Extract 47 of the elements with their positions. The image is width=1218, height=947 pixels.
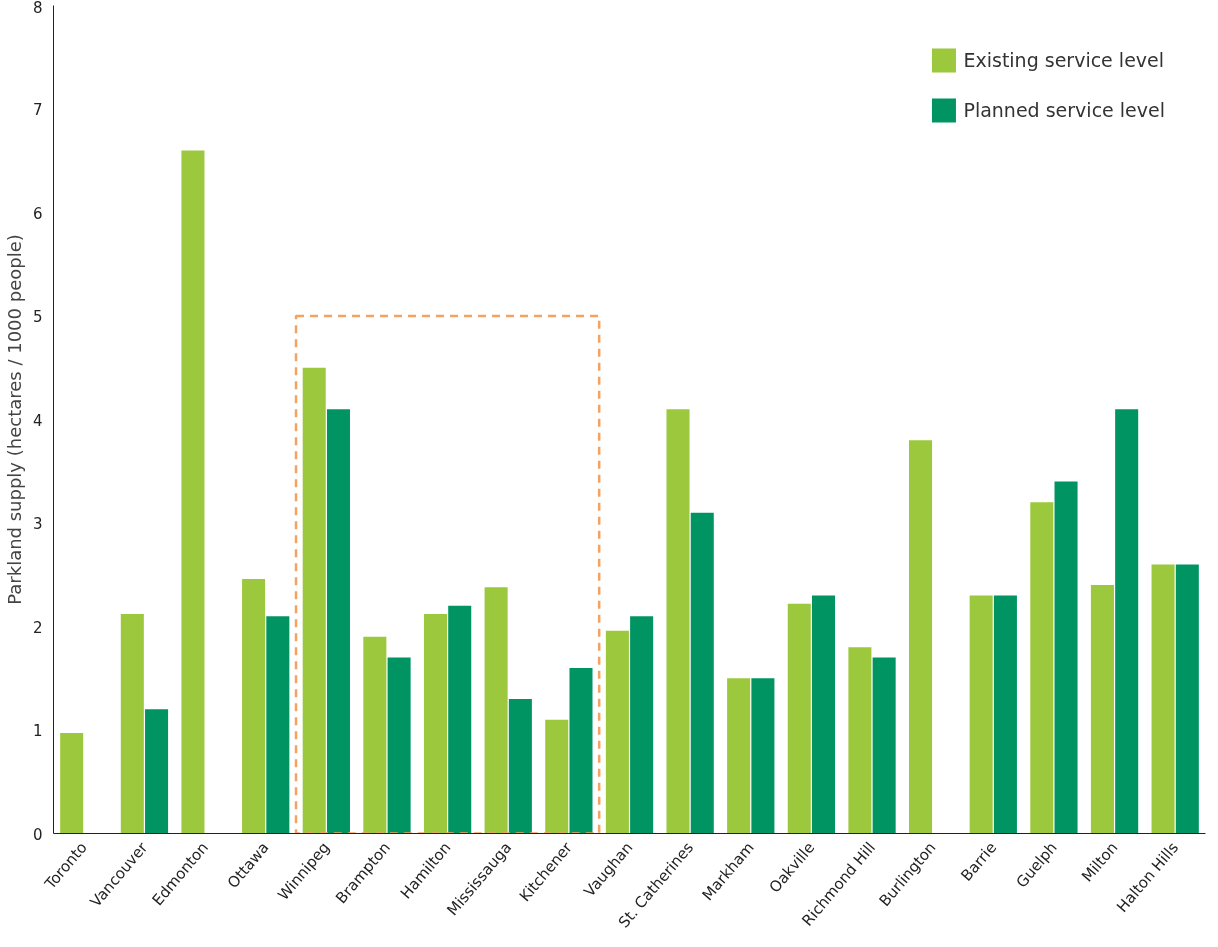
legend-label: Existing service level xyxy=(963,49,1165,71)
y-axis-title: Parkland supply (hectares / 1000 people) xyxy=(3,234,25,605)
bar xyxy=(363,636,387,834)
bar xyxy=(1054,481,1078,834)
bar xyxy=(969,595,993,834)
bar xyxy=(326,409,350,834)
bar xyxy=(812,595,836,834)
y-tick-label: 7 xyxy=(32,101,43,119)
bar xyxy=(423,614,447,834)
y-tick-label: 3 xyxy=(32,515,43,533)
y-tick-label: 5 xyxy=(32,308,43,326)
y-tick-label: 0 xyxy=(32,825,43,844)
bar xyxy=(569,667,593,834)
bar xyxy=(690,512,714,834)
y-tick-label: 6 xyxy=(32,204,43,223)
bar xyxy=(508,698,532,834)
bar xyxy=(1030,502,1054,834)
bar xyxy=(145,709,169,834)
bar xyxy=(120,614,144,834)
bar xyxy=(1115,409,1139,834)
bar xyxy=(1151,564,1175,834)
bar xyxy=(909,440,933,834)
y-tick-label: 2 xyxy=(32,618,43,637)
bar xyxy=(387,657,411,834)
bar xyxy=(751,678,775,834)
y-tick-label: 1 xyxy=(32,722,43,740)
bar xyxy=(872,657,896,834)
bar xyxy=(993,595,1017,834)
y-tick-label: 8 xyxy=(32,0,43,17)
bar xyxy=(1090,585,1114,834)
bar xyxy=(181,150,205,834)
bar xyxy=(266,616,290,834)
bar xyxy=(484,587,508,834)
bar xyxy=(242,578,266,834)
bar xyxy=(727,678,751,834)
bar xyxy=(448,605,472,834)
bar xyxy=(848,647,872,834)
bar xyxy=(545,719,569,834)
bar xyxy=(1175,564,1199,834)
bar xyxy=(302,367,326,834)
bar xyxy=(605,630,629,834)
legend-label: Planned service level xyxy=(963,99,1165,121)
bar xyxy=(787,603,811,834)
bar xyxy=(60,733,84,834)
bar xyxy=(630,616,654,834)
y-tick-label: 4 xyxy=(32,411,43,430)
bar xyxy=(666,409,690,834)
